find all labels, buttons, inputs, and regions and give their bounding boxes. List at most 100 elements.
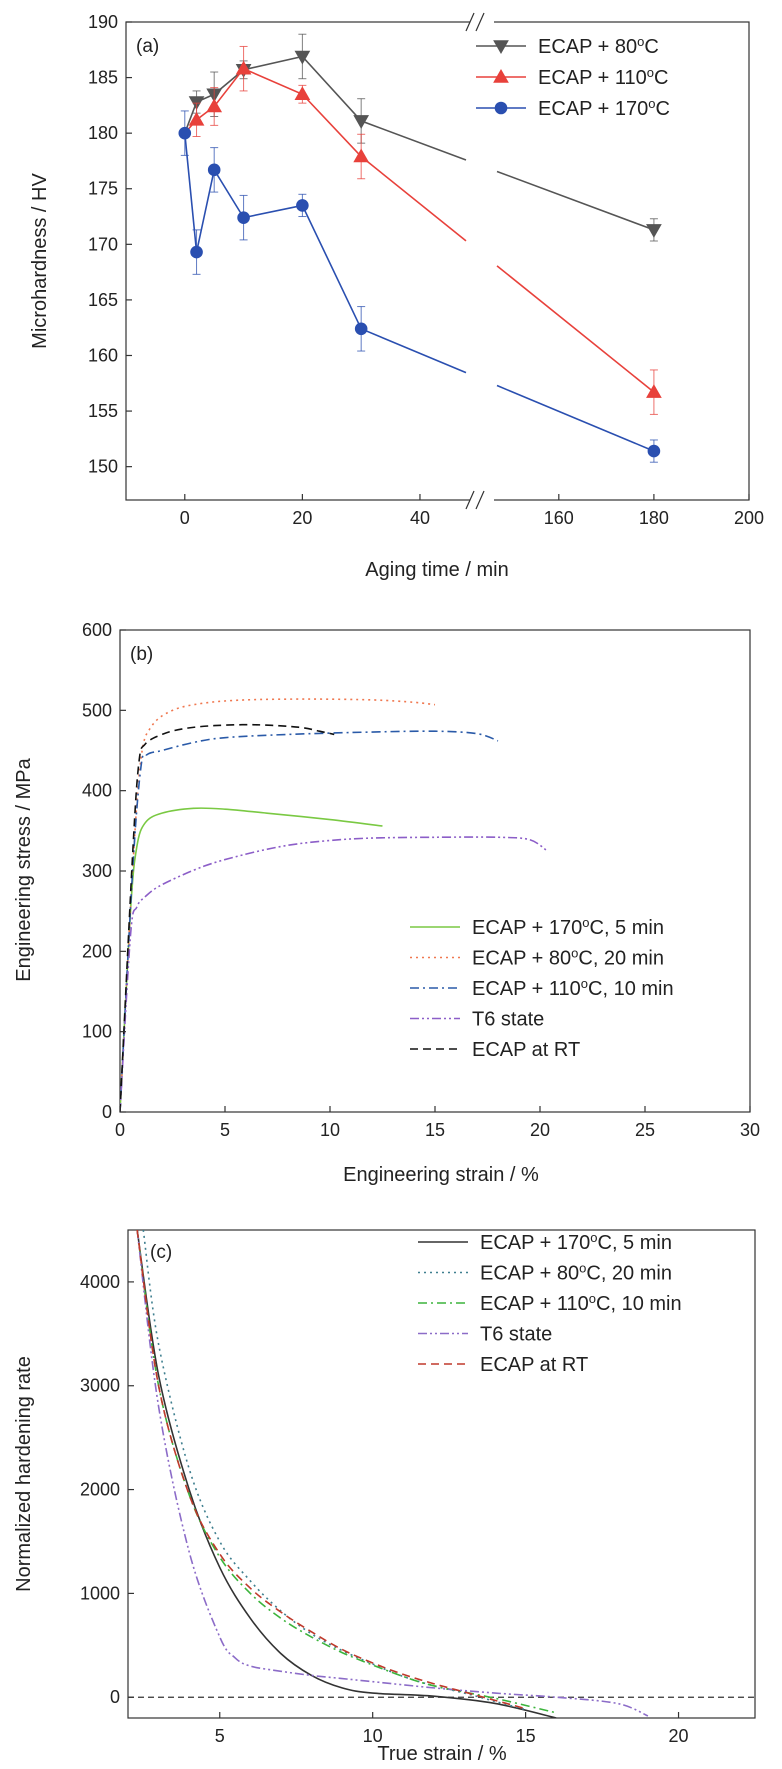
y-tick-label: 2000 — [80, 1480, 120, 1500]
data-point — [207, 163, 221, 177]
series-line-2 — [120, 730, 499, 1112]
data-point — [353, 115, 370, 129]
x-tick-label: 5 — [220, 1120, 230, 1140]
series-line-0 — [136, 1230, 557, 1718]
y-tick-label: 165 — [88, 290, 118, 310]
series-line-3 — [136, 1230, 649, 1717]
panel-c-label: (c) — [150, 1242, 172, 1263]
legend-entry: T6 state — [472, 1009, 544, 1031]
legend-entry: ECAP + 170oC, 5 min — [472, 915, 664, 939]
panel-a-x-axis-label: Aging time / min — [365, 559, 508, 581]
panel-b-y-axis-label: Engineering stress / MPa — [13, 757, 35, 981]
x-tick-label: 10 — [320, 1120, 340, 1140]
y-tick-label: 200 — [82, 941, 112, 961]
panel-c-chart: 5 10 15 20 0 1000 2000 3000 4000 (c) True strain… — [13, 1229, 756, 1765]
axis-break-gap — [470, 12, 494, 32]
data-point — [237, 211, 250, 224]
panel-b-label: (b) — [130, 644, 153, 665]
y-tick-label: 180 — [88, 123, 118, 143]
axis-break-mark — [465, 490, 475, 510]
x-tick-label: 20 — [530, 1120, 550, 1140]
y-tick-label: 0 — [102, 1102, 112, 1122]
data-point — [353, 148, 370, 163]
series-line-0 — [496, 170, 655, 231]
legend-entry: ECAP + 80oC — [538, 34, 659, 58]
y-tick-label: 600 — [82, 620, 112, 640]
panel-b-legend: ECAP + 170oC, 5 min ECAP + 80oC, 20 min EC… — [410, 915, 674, 1061]
data-point — [296, 199, 309, 212]
axis-break-mark — [465, 12, 475, 32]
legend-entry: ECAP at RT — [480, 1354, 588, 1376]
y-tick-label: 500 — [82, 700, 112, 720]
data-point — [188, 111, 205, 126]
x-tick-label: 15 — [425, 1120, 445, 1140]
y-tick-label: 0 — [110, 1687, 120, 1707]
data-point — [190, 245, 203, 259]
data-point — [294, 50, 311, 65]
series-line-1 — [496, 265, 655, 393]
x-tick-label: 0 — [180, 508, 190, 528]
x-tick-label: 200 — [734, 508, 764, 528]
y-tick-label: 175 — [88, 179, 118, 199]
panel-c-plot-frame — [127, 1229, 756, 1719]
data-point — [647, 444, 661, 458]
y-tick-label: 4000 — [80, 1272, 120, 1292]
y-tick-label: 300 — [82, 861, 112, 881]
series-line-2 — [496, 384, 655, 452]
x-tick-label: 10 — [363, 1726, 383, 1746]
axis-break-gap — [470, 490, 494, 510]
y-tick-label: 1000 — [80, 1583, 120, 1603]
data-point — [646, 384, 662, 398]
legend-entry: ECAP + 110oC, 10 min — [472, 976, 674, 1000]
data-point — [206, 98, 223, 113]
x-tick-label: 180 — [639, 508, 669, 528]
legend-entry: ECAP + 110oC, 10 min — [480, 1291, 682, 1315]
series-line-4 — [136, 1230, 526, 1710]
panel-a-label: (a) — [136, 36, 159, 57]
legend-entry: ECAP + 80oC, 20 min — [472, 946, 664, 970]
legend-entry: T6 state — [480, 1324, 552, 1346]
y-tick-label: 185 — [88, 68, 118, 88]
panel-b-x-axis-label: Engineering strain / % — [343, 1164, 539, 1186]
panel-a-legend: ECAP + 80oC ECAP + 110oC ECAP + 170oC — [476, 34, 670, 120]
legend-swatch-marker — [493, 68, 509, 83]
legend-entry: ECAP + 170oC, 5 min — [480, 1230, 672, 1254]
panel-c-x-axis-label: True strain / % — [377, 1743, 507, 1765]
y-tick-label: 150 — [88, 457, 118, 477]
legend-entry: ECAP at RT — [472, 1039, 580, 1061]
panel-c-y-axis-label: Normalized hardening rate — [13, 1356, 35, 1592]
y-tick-label: 3000 — [80, 1376, 120, 1396]
x-tick-label: 15 — [516, 1726, 536, 1746]
y-tick-label: 190 — [88, 12, 118, 32]
data-point — [646, 224, 662, 238]
data-point — [354, 322, 368, 336]
y-tick-label: 170 — [88, 234, 118, 254]
x-tick-label: 40 — [410, 508, 430, 528]
panel-a-plot-frame — [125, 21, 750, 501]
data-point — [178, 126, 192, 140]
y-tick-label: 400 — [82, 781, 112, 801]
panel-a-y-axis-label: Microhardness / HV — [29, 173, 51, 349]
x-tick-label: 30 — [740, 1120, 760, 1140]
legend-entry: ECAP + 80oC, 20 min — [480, 1261, 672, 1285]
x-tick-label: 5 — [215, 1726, 225, 1746]
y-tick-label: 155 — [88, 401, 118, 421]
legend-swatch-marker — [494, 101, 508, 115]
x-tick-label: 0 — [115, 1120, 125, 1140]
x-tick-label: 20 — [292, 508, 312, 528]
data-point — [294, 86, 311, 101]
legend-swatch-marker — [493, 40, 509, 55]
data-point — [235, 60, 252, 75]
x-tick-label: 20 — [669, 1726, 689, 1746]
panel-c-legend: ECAP + 170oC, 5 min ECAP + 80oC, 20 min EC… — [418, 1230, 682, 1376]
series-line-3 — [120, 836, 547, 1112]
axis-break-mark — [475, 12, 485, 32]
panel-a-chart: 0 20 40 160 180 200 150 155 160 165 170 175 180 185 19… — [29, 12, 764, 581]
y-tick-label: 160 — [88, 345, 118, 365]
axis-break-mark — [475, 490, 485, 510]
legend-entry: ECAP + 170oC — [538, 96, 670, 120]
series-line-2 — [136, 1230, 557, 1714]
x-tick-label: 25 — [635, 1120, 655, 1140]
